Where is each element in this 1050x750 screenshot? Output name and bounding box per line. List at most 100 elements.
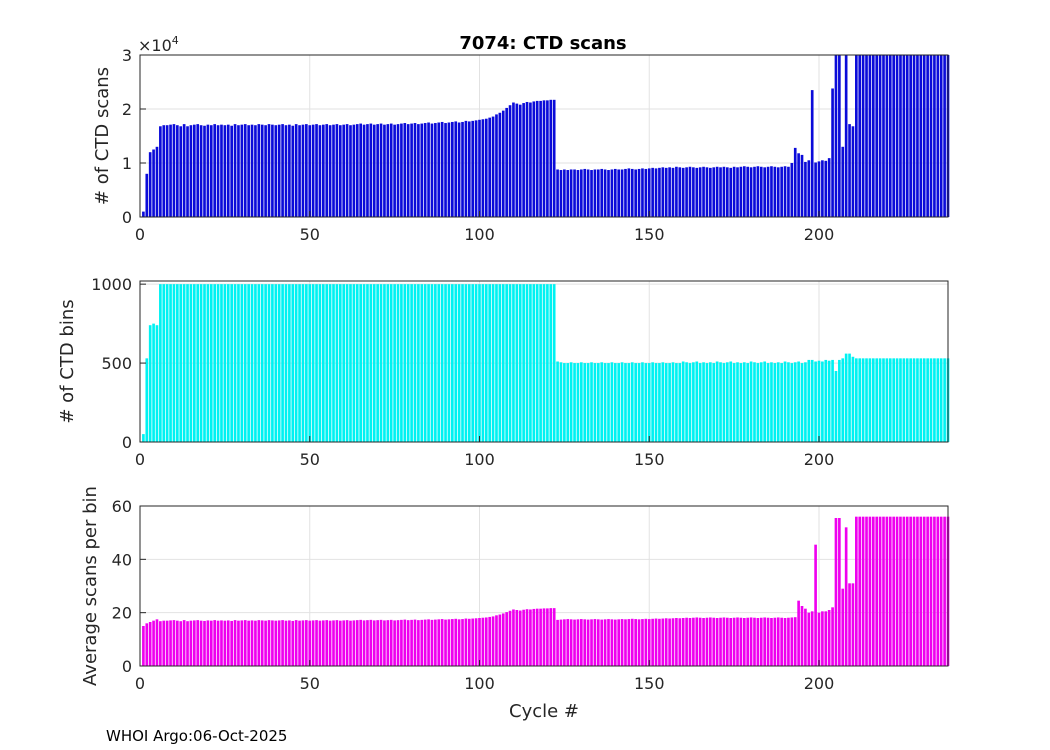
scans-bar (882, 55, 885, 217)
scans-bar (922, 55, 926, 217)
bins-bar (267, 284, 271, 442)
ratio-bar (702, 618, 705, 666)
bins-bar (624, 363, 627, 442)
bins-bar (685, 362, 688, 442)
ratio-bar (206, 620, 210, 666)
scans-bar (284, 125, 288, 217)
scans-bar (498, 112, 502, 217)
bins-bar (583, 363, 587, 442)
bins-bar (943, 358, 946, 442)
bins-bar (742, 362, 746, 442)
ratio-bar (865, 516, 868, 666)
bins-bar (729, 361, 733, 442)
ratio-bar (790, 617, 794, 666)
ratio-bar (736, 617, 739, 666)
scans-bar (875, 55, 879, 217)
bins-y-tick-label: 1000 (91, 275, 132, 294)
bins-bar (179, 284, 183, 442)
ratio-bar (315, 620, 318, 666)
bins-x-tick-label: 50 (300, 450, 320, 469)
scans-bar (776, 167, 780, 217)
bins-bar (298, 284, 301, 442)
ratio-bar (576, 619, 580, 666)
bins-bar (226, 284, 230, 442)
bins-bar (488, 284, 492, 442)
ratio-bar (179, 621, 183, 666)
bins-bar (529, 284, 532, 442)
scans-bar (274, 125, 278, 217)
bins-bar (247, 284, 250, 442)
scans-bar (260, 124, 264, 217)
bins-bar (722, 363, 726, 442)
bins-y-tick-label: 500 (101, 354, 132, 373)
bins-bar (328, 284, 332, 442)
ratio-bar (260, 620, 264, 666)
scans-bar (586, 169, 590, 217)
scans-bar (434, 123, 437, 217)
bins-bar (600, 362, 604, 442)
ratio-bar (851, 583, 855, 666)
ratio-bar (793, 617, 797, 666)
scans-bar (797, 153, 800, 217)
scans-bar (712, 167, 716, 217)
ratio-bar (362, 620, 366, 666)
bins-bar (892, 358, 896, 442)
bins-bar (804, 362, 807, 442)
scans-bar (186, 126, 189, 217)
ratio-bar (192, 620, 196, 666)
scans-bar (644, 168, 648, 217)
ratio-bar (617, 619, 621, 666)
ratio-panel: 0 50 100 150 200 0 20 40 60 Average scans per bin… (80, 486, 950, 722)
scans-bar (753, 166, 756, 217)
ratio-bar (685, 617, 688, 666)
scans-bar (919, 55, 923, 217)
bins-bar (593, 363, 597, 442)
bins-bar (464, 284, 468, 442)
scans-bar (726, 167, 729, 217)
bins-bar (603, 363, 607, 442)
bins-bar (203, 284, 206, 442)
scans-bar (495, 114, 498, 217)
bins-bar (481, 284, 485, 442)
scans-bar (756, 166, 760, 217)
ratio-bar (583, 619, 587, 666)
bins-bar (152, 323, 155, 442)
ratio-bar (929, 516, 933, 666)
ratio-bar (814, 544, 817, 666)
bins-bar (369, 284, 373, 442)
ratio-bar (145, 623, 149, 666)
bins-bar (637, 363, 641, 442)
bins-bar (281, 284, 284, 442)
ratio-bar (182, 620, 186, 666)
ratio-bar (885, 516, 889, 666)
bins-bar (732, 363, 736, 442)
scans-bar (298, 125, 301, 217)
bins-bar (532, 284, 536, 442)
scans-bar (192, 124, 196, 217)
scans-bar (698, 167, 702, 217)
bins-bar (325, 284, 329, 442)
bins-bar (189, 284, 193, 442)
bins-bar (294, 284, 298, 442)
bins-bar (427, 284, 430, 442)
scans-bar (858, 55, 862, 217)
ratio-bar (281, 620, 284, 666)
ratio-bar (529, 609, 532, 666)
bins-bar (916, 358, 919, 442)
ratio-bar (634, 619, 637, 666)
bins-bar (148, 325, 152, 442)
bins-bar (288, 284, 291, 442)
scans-bar (142, 211, 145, 217)
bins-bar (888, 358, 892, 442)
scans-bar (335, 124, 339, 217)
scans-bar (885, 55, 889, 217)
ratio-bar (569, 619, 573, 666)
ratio-bar (318, 620, 322, 666)
bins-bar (366, 284, 369, 442)
bins-bar (681, 361, 685, 442)
scans-bar (729, 167, 733, 217)
scans-bar (420, 123, 424, 217)
bins-bar (440, 284, 444, 442)
ratio-bar (909, 516, 912, 666)
ratio-bar (461, 619, 464, 666)
